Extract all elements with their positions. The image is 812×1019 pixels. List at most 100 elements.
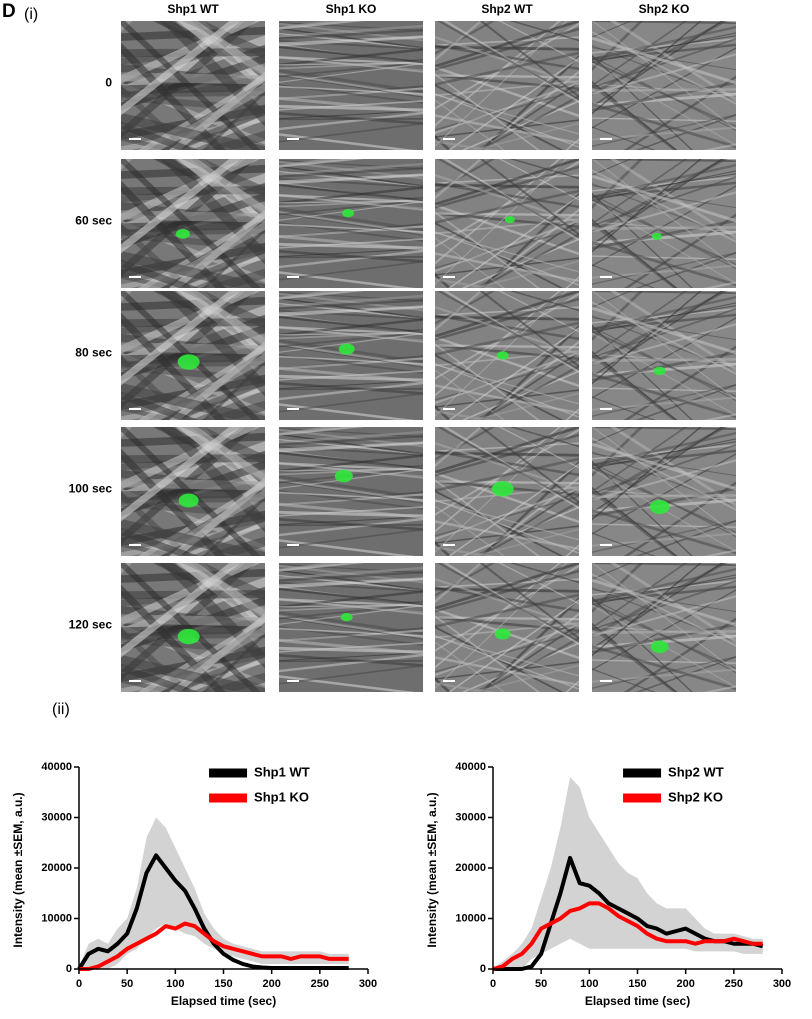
texture (435, 427, 496, 461)
texture (623, 345, 736, 420)
part-label: (i) (24, 6, 38, 23)
texture (592, 468, 736, 552)
texture (121, 274, 183, 288)
texture (435, 344, 579, 349)
texture (121, 291, 241, 386)
y-tick-label: 40000 (455, 761, 486, 773)
texture (279, 62, 423, 83)
texture (199, 536, 265, 556)
texture (279, 578, 423, 589)
texture (435, 433, 579, 477)
texture (623, 481, 736, 556)
texture (435, 297, 579, 341)
texture (435, 641, 505, 692)
texture (435, 21, 496, 55)
texture (592, 126, 736, 141)
texture (279, 69, 423, 94)
texture (592, 117, 736, 122)
texture (279, 638, 423, 655)
texture (121, 451, 265, 471)
texture (609, 159, 736, 240)
micrograph (121, 563, 265, 692)
texture (121, 318, 265, 328)
texture (592, 163, 736, 199)
texture (435, 442, 579, 453)
texture (592, 523, 736, 528)
texture (443, 427, 579, 510)
texture (592, 170, 736, 202)
texture (592, 291, 644, 342)
texture (121, 563, 241, 658)
texture (592, 396, 736, 411)
texture (121, 112, 265, 150)
texture (435, 450, 579, 477)
texture (435, 631, 579, 673)
sem-band (493, 777, 763, 969)
texture (592, 520, 736, 553)
x-tick-label: 150 (628, 978, 646, 990)
texture (159, 513, 265, 556)
texture (592, 126, 656, 150)
texture (279, 475, 423, 500)
texture (159, 245, 265, 288)
texture (592, 574, 736, 606)
texture (121, 173, 265, 234)
texture (279, 35, 423, 45)
texture (480, 596, 579, 692)
texture (435, 278, 496, 288)
texture (279, 291, 423, 302)
texture (279, 517, 423, 531)
texture (461, 238, 579, 288)
texture (592, 427, 688, 493)
texture (121, 518, 265, 556)
texture (279, 366, 423, 383)
texture (448, 57, 579, 150)
texture (279, 248, 423, 258)
texture (121, 542, 183, 556)
scale-bar (443, 544, 455, 546)
texture (592, 159, 702, 253)
micrograph (435, 427, 579, 556)
texture (592, 387, 736, 392)
texture (279, 566, 423, 580)
texture (279, 238, 423, 249)
texture (592, 307, 736, 359)
texture (475, 81, 579, 150)
texture (475, 623, 579, 692)
texture (592, 427, 644, 478)
texture (435, 363, 579, 418)
texture (592, 194, 736, 270)
texture (145, 353, 265, 420)
texture (435, 586, 579, 613)
texture (436, 563, 579, 643)
y-tick-label: 10000 (41, 912, 72, 924)
micrograph (279, 563, 423, 692)
texture (509, 21, 579, 42)
texture (159, 377, 265, 420)
texture (279, 502, 423, 519)
texture (279, 260, 423, 281)
texture (145, 83, 265, 150)
texture (592, 330, 736, 398)
texture (279, 45, 423, 64)
texture (592, 563, 632, 580)
x-tick-label: 50 (535, 978, 547, 990)
texture (461, 506, 579, 556)
texture (121, 250, 265, 288)
texture (461, 642, 579, 692)
texture (592, 353, 678, 420)
texture (443, 159, 579, 242)
texture (199, 130, 265, 150)
texture (592, 37, 736, 89)
column-header: Shp2 KO (639, 2, 690, 16)
texture (279, 165, 423, 187)
texture (435, 165, 579, 209)
texture (279, 467, 423, 476)
texture (592, 291, 688, 357)
scale-bar (287, 276, 299, 278)
x-axis-label: Elapsed time (sec) (585, 994, 690, 1008)
texture (279, 223, 423, 233)
texture (592, 449, 736, 467)
texture (509, 427, 579, 448)
